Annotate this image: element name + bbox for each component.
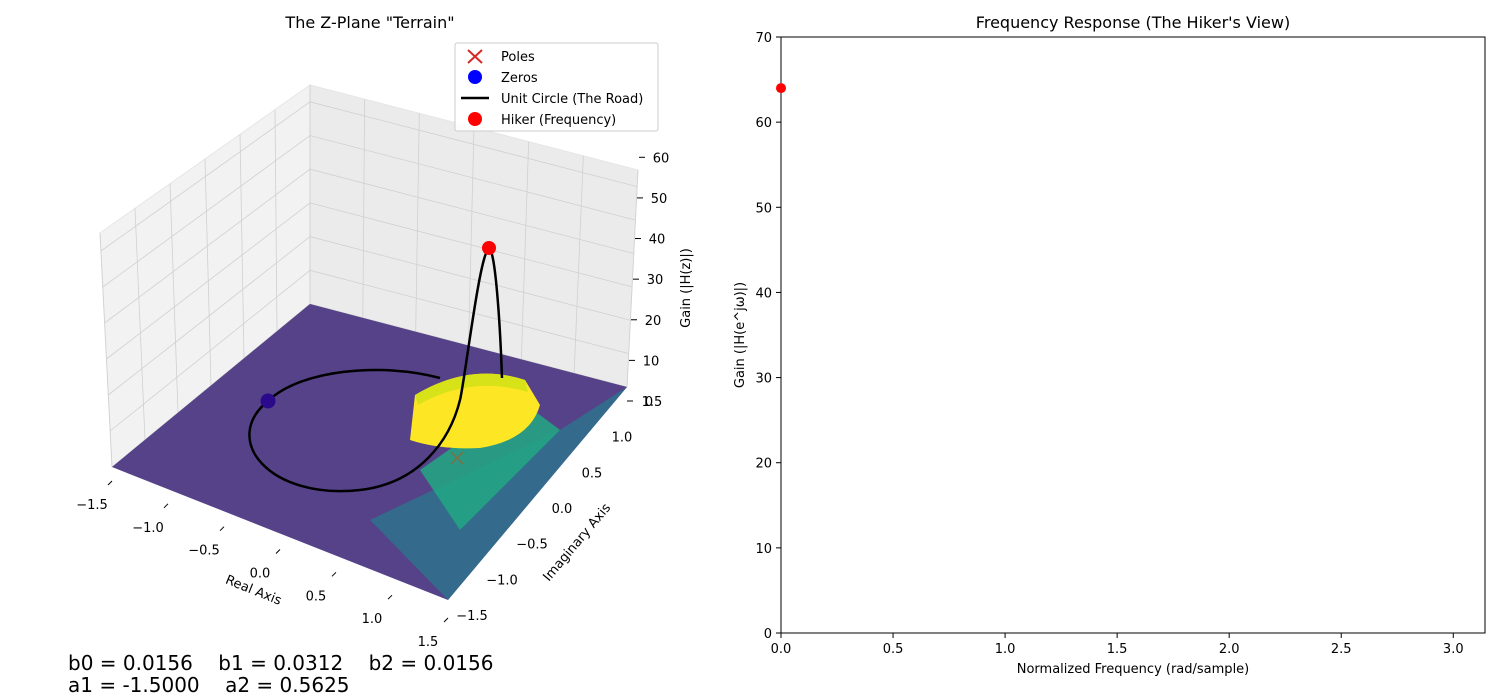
frequency-x-tick-label: 0.0 <box>771 642 792 657</box>
real-tick-label: 1.0 <box>362 612 383 627</box>
frequency-y-tick-label: 40 <box>755 286 772 301</box>
imag-tick-label: 1.0 <box>612 431 633 446</box>
z-plane-plot: The Z-Plane "Terrain" −1.5 −1.0 −0.5 0.0 0.5… <box>76 13 694 650</box>
real-tick-label: −1.5 <box>76 498 108 513</box>
z-plane-title: The Z-Plane "Terrain" <box>284 13 454 32</box>
gridline-h <box>108 236 631 396</box>
hiker-point <box>776 83 786 94</box>
imag-axis-ticks: −1.5 −1.0 −0.5 0.0 0.5 1.0 1.5 <box>456 395 662 624</box>
frequency-y-label: Gain (|H(e^jω)|) <box>733 282 748 388</box>
imag-tick-label: −1.0 <box>486 573 518 588</box>
legend-poles-icon <box>467 49 483 64</box>
gain-axis-label: Gain (|H(z)|) <box>679 248 694 328</box>
gridline-back-v <box>362 99 366 318</box>
frequency-title: Frequency Response (The Hiker's View) <box>976 13 1290 32</box>
frequency-y-tick-label: 70 <box>755 31 772 46</box>
legend-box <box>454 42 659 132</box>
plot-area <box>780 36 1486 634</box>
denominator-coefficients: a1 = -1.5000 a2 = 0.5625 <box>68 673 350 697</box>
gain-tick-label: 0 <box>645 395 653 410</box>
imag-tick-label: −1.5 <box>456 609 488 624</box>
gain-tick-label: 20 <box>645 314 662 329</box>
numerator-coefficients: b0 = 0.0156 b1 = 0.0312 b2 = 0.0156 <box>68 651 494 675</box>
frequency-y-tick-label: 10 <box>755 542 772 557</box>
gain-tick-label: 10 <box>643 354 660 369</box>
frequency-x-tick-label: 1.5 <box>1107 642 1128 657</box>
imag-tick-label: 0.0 <box>552 502 573 517</box>
frequency-y-tick-label: 20 <box>755 457 772 472</box>
surface-mid-slope <box>420 400 560 530</box>
zero-marker <box>260 393 276 409</box>
real-tick-label: −0.5 <box>188 544 220 559</box>
frequency-x-tick-label: 2.5 <box>1331 642 1352 657</box>
gridline-left-v <box>204 158 212 386</box>
frequency-response-plot: Frequency Response (The Hiker's View) 0.… <box>733 13 1486 677</box>
pole-marker <box>450 451 464 465</box>
real-tick-mark <box>163 503 169 509</box>
gain-tick-label: 30 <box>647 273 664 288</box>
frequency-y-tick-label: 60 <box>755 116 772 131</box>
gridline-h <box>104 168 634 324</box>
real-tick-mark <box>275 549 281 554</box>
frequency-y-tick-label: 30 <box>755 372 772 387</box>
unit-circle-back <box>267 368 441 402</box>
gain-tick-label: 50 <box>651 192 668 207</box>
real-tick-mark <box>331 571 337 577</box>
real-axis-ticks: −1.5 −1.0 −0.5 0.0 0.5 1.0 1.5 <box>76 480 449 650</box>
gridline-back-v <box>468 127 475 346</box>
gridline-h <box>109 269 629 432</box>
imag-tick-label: −0.5 <box>516 538 548 553</box>
pane-gridlines <box>99 85 639 468</box>
unit-circle-road <box>248 247 504 493</box>
legend-label-hiker: Hiker (Frequency) <box>501 113 616 128</box>
frequency-y-tick-label: 0 <box>764 627 772 642</box>
frequency-x-tick-label: 1.0 <box>995 642 1016 657</box>
gridline-left-v <box>134 208 146 440</box>
legend-hiker-icon <box>468 112 482 126</box>
imag-tick-label: 1.5 <box>642 395 663 410</box>
gain-axis-ticks: 0 10 20 30 40 50 60 <box>627 151 669 410</box>
gridline-back-v <box>415 113 420 332</box>
gridline-back-v <box>626 169 639 388</box>
real-tick-label: 0.0 <box>250 567 271 582</box>
real-tick-mark <box>387 594 393 600</box>
gridline-left-v <box>99 232 113 468</box>
frequency-series <box>776 83 786 94</box>
gridline-left-v <box>274 109 278 332</box>
gridline-h <box>102 135 636 288</box>
gain-tick-label: 40 <box>649 233 666 248</box>
frequency-x-tick-label: 2.0 <box>1219 642 1240 657</box>
gridline-left-v <box>169 183 179 413</box>
real-tick-mark <box>107 480 113 486</box>
surface-peak-rim <box>415 373 528 405</box>
frequency-x-label: Normalized Frequency (rad/sample) <box>1017 662 1250 677</box>
legend-label-unit-circle: Unit Circle (The Road) <box>501 92 643 107</box>
frequency-x-ticks: 0.0 0.5 1.0 1.5 2.0 2.5 3.0 <box>771 633 1464 657</box>
frequency-y-ticks: 0 10 20 30 40 50 60 70 <box>755 31 781 642</box>
imag-tick-label: 0.5 <box>582 466 603 481</box>
real-tick-label: 1.5 <box>418 635 439 650</box>
gridline-back-v <box>573 155 584 374</box>
gridline-back-v <box>520 141 530 360</box>
legend-label-zeros: Zeros <box>501 71 538 86</box>
gain-tick-label: 60 <box>653 151 670 166</box>
legend: Poles Zeros Unit Circle (The Road) Hiker… <box>454 42 659 132</box>
hiker-marker <box>482 241 496 255</box>
real-tick-label: 0.5 <box>306 589 327 604</box>
real-tick-label: −1.0 <box>132 521 164 536</box>
gridline-h <box>106 202 633 360</box>
real-tick-mark <box>443 617 449 623</box>
legend-label-poles: Poles <box>501 50 535 65</box>
frequency-y-tick-label: 50 <box>755 201 772 216</box>
frequency-x-tick-label: 3.0 <box>1443 642 1464 657</box>
gridline-h <box>100 101 638 252</box>
frequency-x-tick-label: 0.5 <box>883 642 904 657</box>
gridline-left-v <box>239 134 245 359</box>
legend-zeros-icon <box>468 70 482 84</box>
real-tick-mark <box>219 526 225 532</box>
surface-front-slope <box>370 387 627 600</box>
